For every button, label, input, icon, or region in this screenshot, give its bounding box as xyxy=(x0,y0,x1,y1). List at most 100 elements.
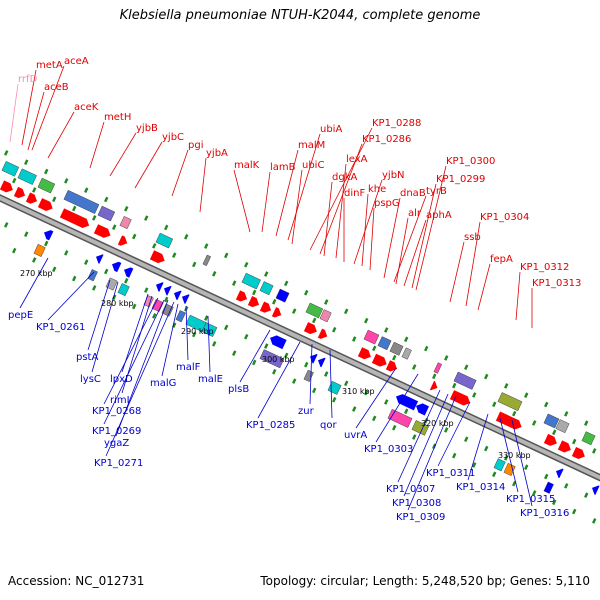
gene-label-dnab: dnaB xyxy=(400,188,426,199)
reverse-gene-arrow xyxy=(164,286,172,296)
tick-mark xyxy=(592,448,597,454)
tick-mark xyxy=(132,303,137,310)
gene-label-meth: metH xyxy=(104,112,131,123)
tick-mark xyxy=(152,313,157,319)
leader-line xyxy=(185,305,189,361)
tick-mark xyxy=(584,492,589,498)
gene-box xyxy=(63,189,100,214)
gene-label-kp1_0271: KP1_0271 xyxy=(94,458,143,469)
gene-box xyxy=(411,420,430,436)
leader-line xyxy=(375,373,419,443)
gene-label-ubic: ubiC xyxy=(302,160,324,171)
gene-box xyxy=(453,371,477,390)
leader-line xyxy=(437,401,471,467)
tick-mark xyxy=(564,411,569,417)
forward-gene-arrow xyxy=(37,198,53,211)
tick-mark xyxy=(392,354,397,361)
leader-line xyxy=(323,181,333,257)
gene-label-kp1_0288: KP1_0288 xyxy=(372,118,421,129)
tick-mark xyxy=(64,250,69,256)
gene-label-pepe: pepE xyxy=(8,310,33,321)
tick-mark xyxy=(324,371,329,377)
leader-line xyxy=(105,301,175,457)
map-title: Klebsiella pneumoniae NTUH-K2044, comple… xyxy=(119,8,481,23)
tick-mark xyxy=(484,373,489,380)
tick-mark xyxy=(204,315,209,321)
tick-mark xyxy=(364,389,369,396)
tick-mark xyxy=(504,383,509,389)
gene-label-ubia: ubiA xyxy=(320,124,342,135)
gene-box xyxy=(105,277,118,291)
tick-mark xyxy=(224,324,229,331)
gene-label-alr: alr xyxy=(408,208,422,219)
tick-mark xyxy=(24,231,29,238)
gene-label-psta: pstA xyxy=(76,352,98,363)
tick-mark xyxy=(384,399,389,405)
tick-mark xyxy=(364,317,369,324)
forward-gene-arrow xyxy=(271,307,282,318)
tick-mark xyxy=(444,427,449,433)
tick-mark xyxy=(92,215,97,221)
tick-mark xyxy=(264,271,269,277)
gene-label-kp1_0316: KP1_0316 xyxy=(520,508,569,519)
reverse-gene-arrow xyxy=(396,394,419,411)
gene-box xyxy=(17,168,37,185)
tick-mark xyxy=(284,280,289,287)
gene-label-yjba: yjbA xyxy=(206,148,228,159)
tick-mark xyxy=(584,420,589,426)
gene-label-malg: malG xyxy=(150,378,176,389)
tick-mark xyxy=(12,247,17,254)
scale-label: 330 kbp xyxy=(498,451,531,460)
leader-line xyxy=(103,297,159,405)
gene-box xyxy=(87,269,98,282)
gene-label-yjbc: yjbC xyxy=(162,132,184,143)
tick-mark xyxy=(572,438,577,445)
reverse-gene-arrow xyxy=(112,261,122,273)
leader-line xyxy=(87,279,111,351)
leader-line xyxy=(383,197,401,279)
gene-box xyxy=(37,177,56,194)
leader-line xyxy=(134,141,163,189)
tick-mark xyxy=(284,352,289,359)
tick-mark xyxy=(444,355,449,361)
tick-mark xyxy=(112,224,117,231)
leader-line xyxy=(89,121,105,169)
leader-line xyxy=(109,132,137,177)
leader-line xyxy=(309,343,313,405)
leader-line xyxy=(309,127,373,251)
tick-mark xyxy=(324,299,329,305)
gene-label-kp1_0309: KP1_0309 xyxy=(396,512,445,523)
scale-label: 290 kbp xyxy=(181,327,214,336)
gene-label-fepa: fepA xyxy=(490,254,513,265)
leader-line xyxy=(9,83,19,143)
gene-box xyxy=(497,392,523,412)
tick-mark xyxy=(224,252,229,259)
leader-line xyxy=(207,315,211,373)
leader-line xyxy=(467,413,489,481)
gene-label-kp1_0286: KP1_0286 xyxy=(362,134,411,145)
tick-mark xyxy=(4,222,9,228)
gene-label-dinf: dinF xyxy=(344,188,365,199)
tick-mark xyxy=(492,471,497,478)
scale-label: 270 kbp xyxy=(20,269,53,278)
gene-box xyxy=(201,322,218,337)
gene-label-kp1_0307: KP1_0307 xyxy=(386,484,435,495)
tick-mark xyxy=(124,206,129,212)
gene-label-ygaz: ygaZ xyxy=(104,438,129,449)
gene-box xyxy=(543,413,560,429)
reverse-gene-arrow xyxy=(556,468,564,479)
tick-mark xyxy=(412,364,417,370)
leader-line xyxy=(21,69,37,146)
gene-box xyxy=(175,310,186,323)
tick-mark xyxy=(172,252,177,258)
tick-mark xyxy=(92,285,97,291)
scale-label: 320 kbp xyxy=(421,419,454,428)
tick-mark xyxy=(252,289,257,296)
gene-label-pgi: pgi xyxy=(188,140,203,151)
gene-label-yjbn: yjbN xyxy=(382,170,405,181)
gene-box xyxy=(389,341,404,356)
tick-mark xyxy=(344,380,349,387)
tick-mark xyxy=(32,187,37,193)
tick-mark xyxy=(52,266,57,273)
